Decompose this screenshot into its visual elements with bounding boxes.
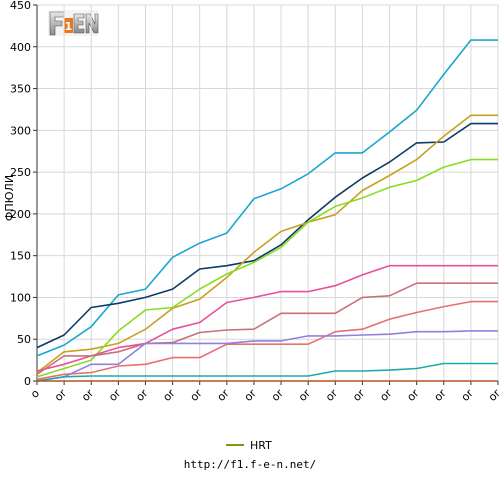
- x-tick-label: o: [28, 387, 42, 401]
- y-tick-label: 300: [10, 124, 31, 137]
- site-logo: 1: [48, 10, 99, 36]
- x-tick-label: or: [133, 386, 150, 403]
- x-tick-label: or: [486, 386, 500, 403]
- y-axis-label: ФПЮЛИ: [3, 175, 16, 221]
- y-tick-label: 250: [10, 166, 31, 179]
- x-tick-label: or: [52, 386, 69, 403]
- legend-label-hrt: HRT: [250, 439, 272, 452]
- series-line-5: [36, 282, 498, 375]
- legend: HRT: [226, 439, 272, 452]
- x-tick-label: or: [377, 386, 394, 403]
- series-line-8: [36, 362, 498, 382]
- x-tick-label: or: [350, 386, 367, 403]
- x-tick-label: or: [404, 386, 421, 403]
- series-line-6: [36, 300, 498, 381]
- series-lines: [36, 39, 498, 382]
- y-tick-label: 400: [10, 41, 31, 54]
- x-tick-label: or: [269, 386, 286, 403]
- x-tick-label: or: [323, 386, 340, 403]
- series-line-7: [36, 330, 498, 382]
- x-tick-label: or: [79, 386, 96, 403]
- footer-url: http://f1.f-e-n.net/: [184, 458, 316, 471]
- y-tick-label: 0: [24, 375, 31, 388]
- y-tick-label: 100: [10, 291, 31, 304]
- x-tick-label: or: [459, 386, 476, 403]
- y-tick-label: 450: [10, 0, 31, 12]
- series-line-2: [36, 114, 498, 374]
- x-tick-label: or: [160, 386, 177, 403]
- y-tick-label: 150: [10, 250, 31, 263]
- series-line-3: [36, 158, 498, 378]
- y-tick-label: 50: [17, 333, 31, 346]
- x-tick-label: or: [296, 386, 313, 403]
- x-tick-label: or: [106, 386, 123, 403]
- x-tick-labels: o or or or or or or or or or or or or or or or or or: [28, 386, 500, 403]
- y-tick-labels: 0 50 100 150 200 250 300 350 400 450: [10, 0, 31, 388]
- svg-text:1: 1: [65, 20, 73, 33]
- x-tick-label: or: [432, 386, 449, 403]
- series-line-1: [36, 122, 498, 349]
- x-tick-label: or: [187, 386, 204, 403]
- x-tick-label: or: [242, 386, 259, 403]
- x-tick-label: or: [215, 386, 232, 403]
- series-line-0: [36, 39, 498, 357]
- series-line-4: [36, 264, 498, 372]
- y-tick-label: 200: [10, 208, 31, 221]
- y-tick-label: 350: [10, 83, 31, 96]
